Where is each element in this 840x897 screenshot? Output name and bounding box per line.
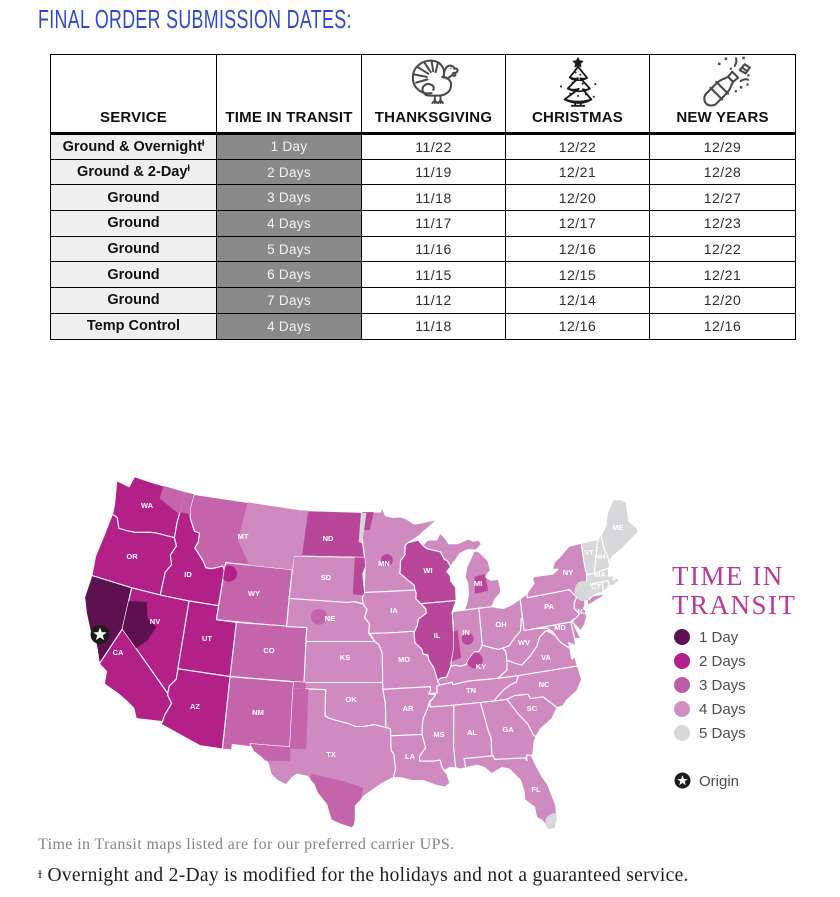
svg-text:CA: CA — [113, 648, 124, 657]
svg-text:NV: NV — [150, 617, 160, 626]
svg-text:MO: MO — [398, 655, 410, 664]
svg-text:ND: ND — [323, 534, 334, 543]
svg-text:MS: MS — [433, 730, 444, 739]
svg-text:NY: NY — [563, 568, 573, 577]
svg-text:IL: IL — [434, 631, 441, 640]
svg-text:OK: OK — [345, 695, 357, 704]
svg-text:WV: WV — [518, 638, 530, 647]
svg-text:WY: WY — [248, 589, 260, 598]
svg-text:UT: UT — [202, 634, 212, 643]
svg-text:IN: IN — [462, 628, 470, 637]
svg-text:TN: TN — [466, 686, 476, 695]
svg-text:MI: MI — [474, 579, 482, 588]
svg-text:WI: WI — [423, 566, 432, 575]
svg-text:PA: PA — [544, 602, 554, 611]
svg-text:NE: NE — [325, 614, 335, 623]
svg-text:KY: KY — [476, 662, 486, 671]
svg-text:ME: ME — [612, 523, 623, 532]
svg-text:MT: MT — [238, 532, 249, 541]
svg-text:KS: KS — [340, 653, 350, 662]
svg-text:NJ: NJ — [577, 607, 587, 616]
svg-text:SC: SC — [527, 704, 538, 713]
svg-text:NC: NC — [539, 680, 550, 689]
svg-text:WA: WA — [141, 501, 154, 510]
svg-text:MD: MD — [554, 623, 566, 632]
svg-text:ID: ID — [184, 570, 192, 579]
svg-text:FL: FL — [531, 785, 541, 794]
svg-text:MA: MA — [594, 570, 606, 579]
svg-text:VA: VA — [541, 653, 551, 662]
svg-text:IA: IA — [390, 606, 398, 615]
svg-text:CT: CT — [591, 582, 601, 591]
svg-text:AZ: AZ — [190, 702, 200, 711]
svg-text:OR: OR — [126, 552, 138, 561]
svg-text:MN: MN — [378, 559, 390, 568]
svg-text:AR: AR — [403, 704, 414, 713]
svg-text:LA: LA — [405, 752, 416, 761]
svg-text:SD: SD — [321, 573, 332, 582]
svg-text:CO: CO — [263, 646, 274, 655]
svg-text:AL: AL — [467, 728, 477, 737]
svg-text:TX: TX — [326, 750, 336, 759]
svg-text:NH: NH — [595, 552, 606, 561]
svg-text:OH: OH — [495, 620, 506, 629]
svg-text:GA: GA — [502, 725, 514, 734]
svg-text:NM: NM — [252, 708, 264, 717]
svg-text:VT: VT — [584, 548, 594, 557]
